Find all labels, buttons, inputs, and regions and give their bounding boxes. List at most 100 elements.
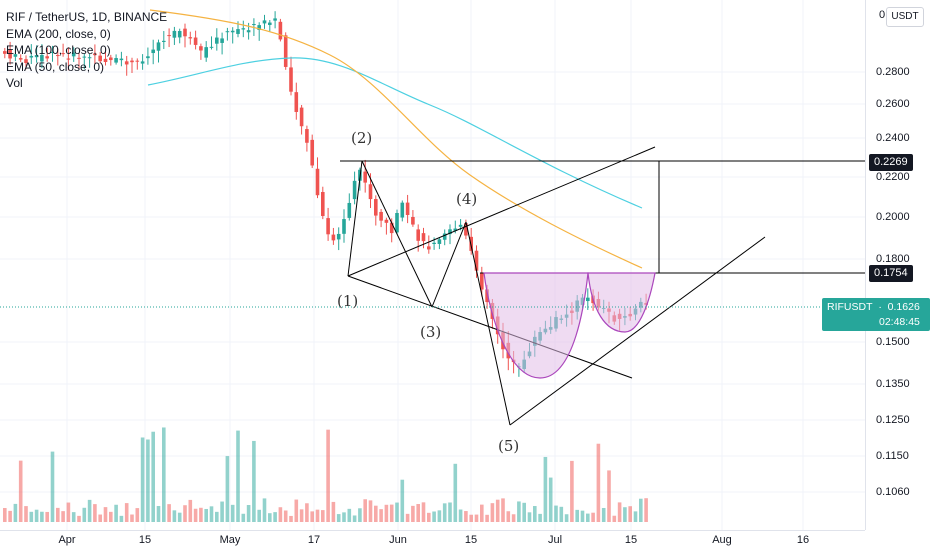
volume-bar	[3, 508, 7, 522]
price-tick: 0.1350	[876, 378, 910, 390]
candle-body	[18, 58, 23, 60]
volume-bar	[188, 499, 193, 522]
candle-body	[82, 56, 87, 58]
candle-body	[34, 55, 39, 58]
candle-body	[71, 52, 76, 57]
volume-bar	[109, 511, 113, 522]
volume-bar	[241, 513, 246, 522]
bar-countdown: 02:48:45	[879, 316, 920, 328]
time-tick: Jul	[547, 534, 563, 546]
volume-bar	[13, 503, 18, 522]
volume-bar	[172, 510, 177, 522]
volume-bar	[358, 508, 362, 522]
price-chart[interactable]	[0, 0, 865, 530]
volume-bar	[575, 509, 579, 522]
wave-line	[347, 160, 363, 277]
volume-bar	[40, 511, 44, 522]
volume-bar	[559, 506, 564, 522]
volume-bar	[639, 498, 643, 522]
candle-body	[220, 38, 224, 43]
currency-button[interactable]: USDT	[886, 7, 924, 27]
volume-bar	[77, 515, 81, 522]
candle-body	[442, 233, 447, 240]
volume-bar	[336, 514, 341, 522]
volume-bar	[617, 502, 622, 522]
volume-bar	[262, 498, 267, 522]
time-tick: Aug	[712, 534, 732, 546]
candle-body	[262, 20, 267, 24]
price-tick: 0.2200	[876, 171, 910, 183]
candle-body	[156, 42, 161, 51]
candle-body	[230, 30, 235, 33]
candle-body	[114, 58, 118, 63]
candle-body	[13, 54, 18, 57]
volume-bar	[469, 514, 473, 522]
volume-bar	[177, 512, 182, 522]
price-tick: 0.2600	[876, 98, 910, 110]
candle-body	[56, 55, 60, 57]
volume-bar	[183, 505, 187, 522]
volume-bar	[511, 514, 516, 522]
candle-body	[299, 107, 304, 127]
candle-body	[130, 60, 134, 63]
volume-bar	[363, 499, 367, 522]
chart-grid	[0, 0, 865, 530]
volume-bar	[278, 507, 283, 522]
wave-line	[361, 160, 433, 308]
candle-body	[183, 28, 187, 37]
candle-body	[305, 129, 309, 143]
candle-body	[363, 171, 367, 183]
handle-shape	[587, 272, 656, 333]
volume-bar	[506, 511, 511, 522]
current-price-tag: RIFUSDT · 0.1626 02:48:45	[822, 298, 930, 331]
volume-bar	[56, 507, 60, 522]
volume-bar	[538, 513, 542, 522]
candle-body	[246, 30, 251, 33]
legend-symbol: RIF / TetherUS, 1D, BINANCE	[6, 10, 168, 24]
time-axis[interactable]: Apr 15 May 17 Jun 15 Jul 15 Aug 16	[0, 530, 865, 551]
candle-body	[241, 28, 246, 30]
volume-bar	[347, 508, 352, 522]
volume-bar	[517, 501, 521, 522]
volume-bar	[87, 499, 92, 522]
volume-bar	[135, 508, 140, 522]
volume-bar	[543, 456, 548, 522]
volume-bar	[437, 510, 442, 522]
candle-body	[77, 57, 81, 59]
candle-body	[315, 168, 320, 196]
candle-body	[458, 224, 463, 227]
volume-bar	[405, 513, 410, 522]
support-line	[509, 236, 766, 426]
volume-bar	[331, 501, 336, 522]
time-tick: 15	[464, 534, 478, 546]
candle-body	[98, 55, 102, 62]
candle-body	[93, 53, 97, 56]
cup-shape	[483, 272, 589, 379]
candle-body	[352, 180, 357, 200]
candle-body	[289, 67, 293, 92]
price-axis[interactable]: 0 USDT 0.2800 0.2600 0.2400 0.2200 0.200…	[865, 0, 932, 530]
volume-bar	[289, 515, 293, 522]
volume-bar	[114, 504, 118, 522]
volume-bar	[236, 430, 240, 522]
candle-body	[326, 218, 330, 235]
volume-bar	[199, 507, 203, 522]
target-upper-tag: 0.2269	[869, 154, 913, 171]
triangle-lower-line	[347, 275, 633, 379]
volume-bar	[124, 503, 129, 522]
candle-body	[273, 18, 277, 21]
volume-bar	[225, 456, 230, 522]
candle-body	[215, 37, 219, 44]
candle-body	[347, 202, 352, 218]
volume-bar	[130, 514, 134, 522]
candle-body	[310, 139, 314, 166]
volume-bar	[458, 509, 463, 522]
volume-bar	[66, 502, 71, 522]
volume-bar	[480, 504, 484, 522]
volume-bar	[623, 507, 627, 522]
candle-body	[252, 24, 256, 26]
candle-body	[119, 58, 124, 61]
wave-label-4: (4)	[456, 190, 478, 208]
volume-bar	[268, 513, 272, 522]
wave-label-3: (3)	[420, 323, 442, 341]
